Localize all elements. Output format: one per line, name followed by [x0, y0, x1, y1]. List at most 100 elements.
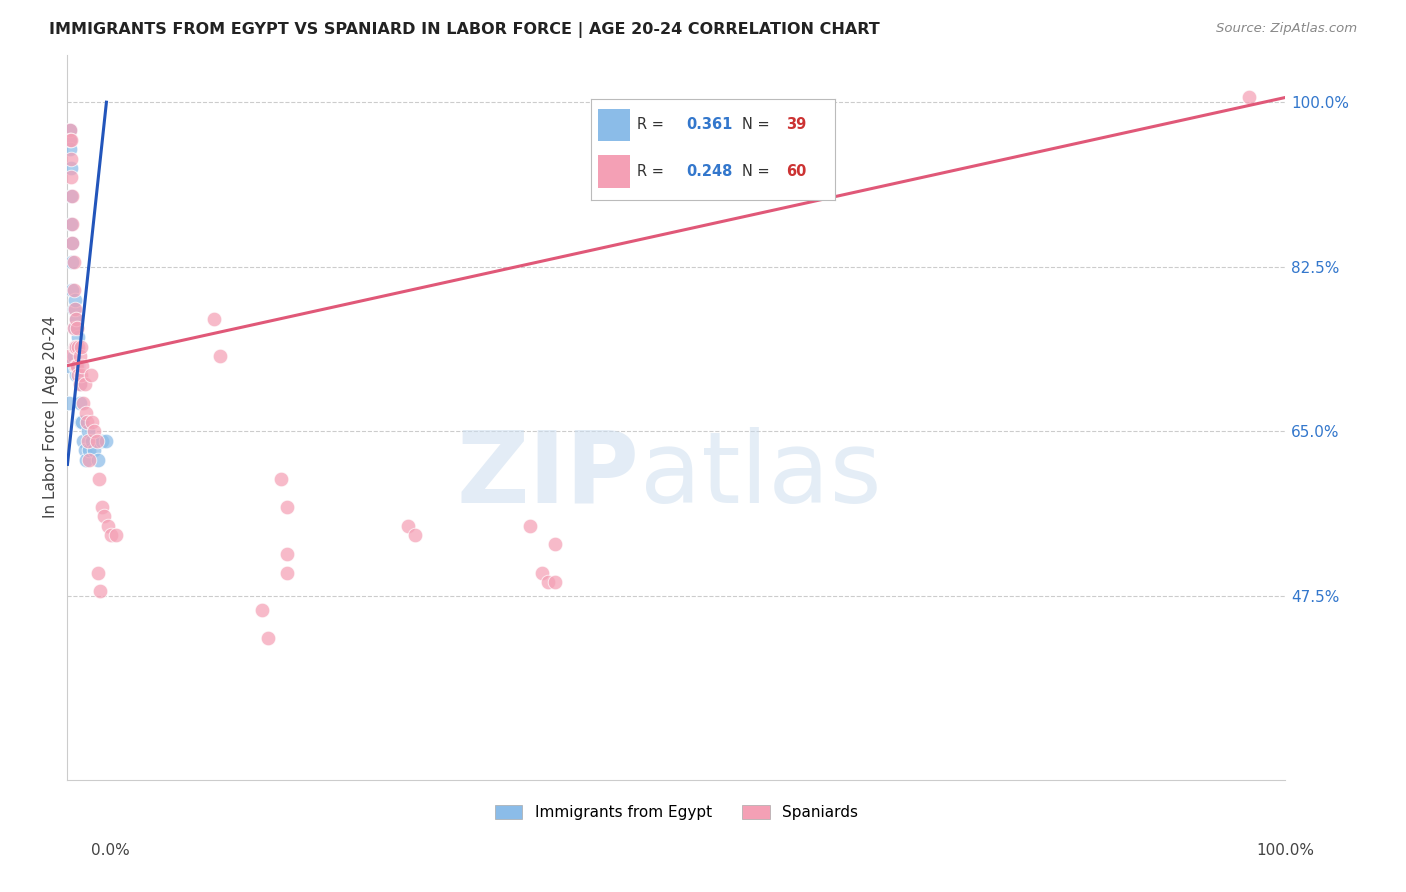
Point — [59, 123, 82, 137]
Point — [77, 434, 100, 448]
Point — [79, 443, 101, 458]
Point — [76, 415, 98, 429]
Point — [276, 566, 298, 580]
Point — [90, 500, 112, 514]
Point — [66, 321, 89, 335]
Point — [396, 518, 419, 533]
Point — [77, 425, 100, 439]
Point — [73, 377, 96, 392]
Point — [89, 584, 111, 599]
Point — [60, 152, 83, 166]
Point — [65, 359, 87, 373]
Point — [67, 359, 90, 373]
Point — [69, 349, 91, 363]
Point — [531, 566, 554, 580]
Point — [75, 406, 97, 420]
Point — [202, 311, 225, 326]
Point — [276, 547, 298, 561]
Point — [65, 340, 87, 354]
Text: IMMIGRANTS FROM EGYPT VS SPANIARD IN LABOR FORCE | AGE 20-24 CORRELATION CHART: IMMIGRANTS FROM EGYPT VS SPANIARD IN LAB… — [49, 22, 880, 38]
Text: 100.0%: 100.0% — [1257, 843, 1315, 858]
Point — [93, 509, 115, 524]
Point — [80, 415, 103, 429]
Point — [60, 236, 83, 251]
Point — [87, 452, 110, 467]
Point — [60, 255, 83, 269]
Point — [69, 396, 91, 410]
Point — [62, 321, 84, 335]
Point — [63, 293, 86, 307]
Point — [65, 368, 87, 382]
Point — [72, 434, 94, 448]
Point — [79, 452, 101, 467]
Point — [60, 133, 83, 147]
Point — [257, 632, 280, 646]
Point — [59, 133, 82, 147]
Point — [62, 349, 84, 363]
Point — [75, 452, 97, 467]
Point — [62, 302, 84, 317]
Point — [70, 340, 93, 354]
Point — [65, 311, 87, 326]
Point — [60, 161, 83, 175]
Point — [79, 368, 101, 382]
Point — [97, 518, 120, 533]
Point — [58, 349, 80, 363]
Point — [86, 434, 108, 448]
Point — [60, 218, 83, 232]
Point — [70, 359, 93, 373]
Point — [60, 218, 83, 232]
Point — [87, 471, 110, 485]
Text: ZIP: ZIP — [457, 427, 640, 524]
Point — [63, 340, 86, 354]
Point — [70, 415, 93, 429]
Point — [66, 359, 89, 373]
Point — [58, 396, 80, 410]
Point — [63, 359, 86, 373]
Text: Source: ZipAtlas.com: Source: ZipAtlas.com — [1216, 22, 1357, 36]
Point — [80, 434, 103, 448]
Text: atlas: atlas — [640, 427, 882, 524]
Point — [60, 284, 83, 298]
Point — [404, 528, 426, 542]
Point — [252, 603, 274, 617]
Point — [105, 528, 128, 542]
Point — [63, 340, 86, 354]
Point — [100, 528, 122, 542]
Point — [83, 443, 105, 458]
Point — [90, 434, 112, 448]
Point — [63, 321, 86, 335]
Text: 0.0%: 0.0% — [91, 843, 131, 858]
Point — [59, 133, 82, 147]
Point — [67, 368, 90, 382]
Point — [60, 170, 83, 185]
Y-axis label: In Labor Force | Age 20-24: In Labor Force | Age 20-24 — [44, 317, 59, 518]
Point — [58, 359, 80, 373]
Point — [60, 189, 83, 203]
Point — [543, 574, 565, 589]
Point — [519, 518, 541, 533]
Point — [83, 425, 105, 439]
Point — [62, 255, 84, 269]
Point — [69, 377, 91, 392]
Point — [208, 349, 231, 363]
Point — [59, 142, 82, 156]
Point — [73, 443, 96, 458]
Point — [543, 537, 565, 551]
Point — [276, 500, 298, 514]
Point — [66, 321, 89, 335]
Point — [65, 311, 87, 326]
Point — [60, 189, 83, 203]
Point — [1237, 90, 1260, 104]
Point — [72, 396, 94, 410]
Point — [65, 340, 87, 354]
Point — [87, 566, 110, 580]
Point — [59, 123, 82, 137]
Point — [67, 330, 90, 344]
Point — [70, 415, 93, 429]
Point — [62, 284, 84, 298]
Legend: Immigrants from Egypt, Spaniards: Immigrants from Egypt, Spaniards — [489, 798, 865, 826]
Point — [537, 574, 560, 589]
Point — [270, 471, 292, 485]
Point — [60, 236, 83, 251]
